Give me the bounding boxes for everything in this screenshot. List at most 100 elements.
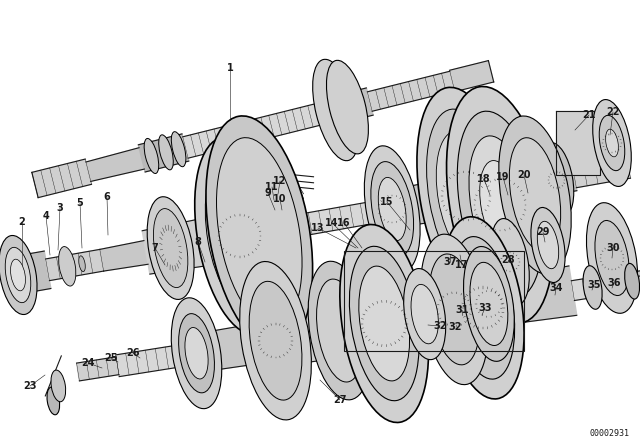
- Ellipse shape: [249, 281, 302, 400]
- Polygon shape: [429, 274, 517, 345]
- Bar: [344, 251, 524, 351]
- Text: 9: 9: [264, 188, 271, 198]
- Ellipse shape: [172, 132, 186, 167]
- Ellipse shape: [583, 266, 602, 309]
- Text: 21: 21: [582, 110, 596, 120]
- Text: 26: 26: [126, 348, 140, 358]
- Text: 1: 1: [227, 63, 234, 73]
- Ellipse shape: [417, 87, 515, 305]
- Ellipse shape: [317, 279, 363, 382]
- Ellipse shape: [364, 146, 420, 272]
- Polygon shape: [247, 306, 334, 369]
- Polygon shape: [499, 172, 542, 201]
- Text: 32: 32: [433, 321, 447, 331]
- Polygon shape: [142, 217, 219, 274]
- Text: 13: 13: [311, 223, 324, 233]
- Text: 10: 10: [273, 194, 287, 204]
- Ellipse shape: [538, 221, 559, 269]
- Ellipse shape: [51, 370, 66, 402]
- Ellipse shape: [215, 181, 264, 291]
- Text: 20: 20: [517, 170, 531, 180]
- Polygon shape: [277, 202, 374, 240]
- Ellipse shape: [458, 111, 543, 299]
- Polygon shape: [449, 60, 493, 92]
- Ellipse shape: [605, 129, 618, 157]
- Ellipse shape: [451, 237, 515, 379]
- Text: 17: 17: [455, 260, 468, 270]
- Polygon shape: [556, 111, 600, 175]
- Text: 30: 30: [606, 243, 620, 253]
- Ellipse shape: [540, 142, 574, 218]
- Text: 32: 32: [448, 322, 461, 332]
- Polygon shape: [138, 134, 189, 172]
- Text: 24: 24: [81, 358, 95, 368]
- Text: 29: 29: [536, 227, 550, 237]
- Ellipse shape: [442, 217, 524, 399]
- Ellipse shape: [411, 284, 438, 344]
- Text: 14: 14: [325, 218, 339, 228]
- Ellipse shape: [59, 246, 76, 286]
- Ellipse shape: [469, 136, 531, 274]
- Polygon shape: [572, 274, 619, 301]
- Ellipse shape: [625, 263, 639, 299]
- Text: 5: 5: [77, 198, 83, 208]
- Text: 28: 28: [501, 255, 515, 265]
- Ellipse shape: [147, 197, 194, 299]
- Ellipse shape: [470, 263, 508, 345]
- Text: 22: 22: [606, 107, 620, 117]
- Text: 23: 23: [23, 381, 36, 391]
- Ellipse shape: [480, 160, 520, 250]
- Ellipse shape: [599, 115, 625, 171]
- Text: 25: 25: [104, 353, 118, 363]
- Ellipse shape: [520, 163, 540, 207]
- Polygon shape: [636, 272, 640, 284]
- Polygon shape: [32, 159, 92, 198]
- Ellipse shape: [205, 159, 274, 313]
- Text: 33: 33: [478, 303, 492, 313]
- Circle shape: [566, 131, 590, 155]
- Ellipse shape: [11, 259, 26, 291]
- Text: 15: 15: [380, 197, 394, 207]
- Polygon shape: [15, 251, 51, 294]
- Ellipse shape: [593, 99, 631, 186]
- Text: 18: 18: [477, 174, 491, 184]
- Ellipse shape: [179, 314, 214, 393]
- Ellipse shape: [378, 177, 406, 241]
- Polygon shape: [116, 345, 179, 377]
- Text: 6: 6: [104, 192, 110, 202]
- Ellipse shape: [586, 202, 637, 313]
- Text: 16: 16: [337, 218, 351, 228]
- Polygon shape: [427, 159, 506, 231]
- Ellipse shape: [144, 138, 159, 173]
- Ellipse shape: [349, 246, 419, 401]
- Polygon shape: [399, 293, 500, 328]
- Polygon shape: [77, 357, 119, 381]
- Ellipse shape: [491, 219, 529, 306]
- Ellipse shape: [159, 135, 173, 170]
- Ellipse shape: [154, 209, 188, 288]
- Text: 37: 37: [444, 257, 457, 267]
- Text: 36: 36: [607, 278, 621, 288]
- Polygon shape: [369, 182, 435, 230]
- Ellipse shape: [326, 60, 369, 154]
- Polygon shape: [210, 198, 285, 270]
- Ellipse shape: [509, 138, 561, 252]
- Polygon shape: [323, 88, 373, 126]
- Ellipse shape: [308, 261, 371, 400]
- Ellipse shape: [436, 131, 496, 261]
- Ellipse shape: [206, 116, 312, 349]
- Text: 2: 2: [19, 217, 26, 227]
- Ellipse shape: [420, 234, 488, 385]
- Text: 27: 27: [333, 395, 347, 405]
- Ellipse shape: [195, 137, 284, 335]
- Text: 35: 35: [588, 280, 601, 290]
- Text: 19: 19: [496, 172, 509, 182]
- Text: 3: 3: [56, 203, 63, 213]
- Ellipse shape: [0, 236, 37, 314]
- Text: 12: 12: [273, 176, 287, 186]
- Polygon shape: [45, 250, 104, 280]
- Ellipse shape: [240, 262, 312, 420]
- Text: 4: 4: [43, 211, 49, 221]
- Text: 00002931: 00002931: [590, 429, 630, 438]
- Text: 11: 11: [265, 182, 279, 192]
